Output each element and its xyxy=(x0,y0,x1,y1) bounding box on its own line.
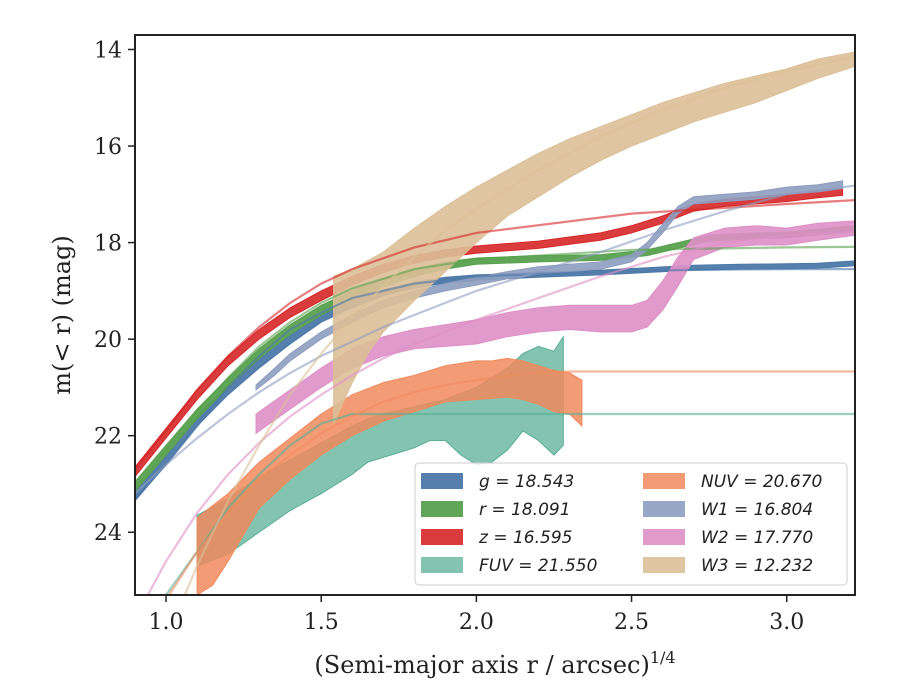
legend: g = 18.543 r = 18.091 z = 16.595 FUV = 21.5… xyxy=(414,462,848,586)
legend-frame xyxy=(414,462,848,586)
legend-label-NUV: NUV = 20.670 xyxy=(701,472,822,492)
model-lines-group xyxy=(135,55,855,595)
y-tick-label: 18 xyxy=(94,232,122,257)
legend-swatch-W3 xyxy=(643,557,685,573)
legend-swatch-r xyxy=(421,501,463,517)
legend-label-g: g = 18.543 xyxy=(479,472,574,492)
legend-swatch-FUV xyxy=(421,557,463,573)
band-W2 xyxy=(255,220,855,435)
y-axis-ticks: 14 16 18 20 22 24 xyxy=(94,38,135,546)
x-axis-ticks: 1.0 1.5 2.0 2.5 3.0 xyxy=(149,595,804,635)
legend-swatch-W1 xyxy=(643,501,685,517)
y-axis-label: m(< r) (mag) xyxy=(48,235,76,394)
plot-frame xyxy=(134,34,856,596)
x-axis-label: (Semi-major axis r / arcsec)1/4 xyxy=(314,648,675,679)
model-line-W1 xyxy=(135,184,855,495)
legend-swatch-z xyxy=(421,529,463,545)
legend-swatch-W2 xyxy=(643,529,685,545)
legend-swatch-g xyxy=(421,473,463,489)
legend-label-W3: W3 = 12.232 xyxy=(701,556,813,576)
x-tick-label: 2.0 xyxy=(459,610,494,635)
legend-label-W2: W2 = 17.770 xyxy=(701,528,813,548)
y-tick-label: 22 xyxy=(94,425,122,450)
x-axis-label-text: (Semi-major axis r / arcsec) xyxy=(314,651,649,679)
x-axis-label-exponent: 1/4 xyxy=(650,648,676,667)
legend-label-z: z = 16.595 xyxy=(478,528,572,548)
y-tick-label: 24 xyxy=(94,521,122,546)
x-tick-label: 3.0 xyxy=(769,610,804,635)
model-line-r xyxy=(135,245,855,490)
x-tick-label: 2.5 xyxy=(614,610,649,635)
legend-label-W1: W1 = 16.804 xyxy=(701,500,813,520)
y-tick-label: 14 xyxy=(94,38,122,63)
band-W1 xyxy=(255,180,844,391)
model-line-z xyxy=(135,199,855,471)
x-tick-label: 1.5 xyxy=(304,610,339,635)
y-tick-label: 20 xyxy=(94,328,122,353)
model-line-W2 xyxy=(146,230,855,595)
legend-label-r: r = 18.091 xyxy=(479,500,571,520)
legend-label-FUV: FUV = 21.550 xyxy=(479,556,597,576)
legend-swatch-NUV xyxy=(643,473,685,489)
model-line-g xyxy=(135,268,855,500)
x-tick-label: 1.0 xyxy=(149,610,184,635)
y-tick-label: 16 xyxy=(94,135,122,160)
model-line-W3 xyxy=(183,55,855,595)
band-NUV xyxy=(196,357,583,595)
